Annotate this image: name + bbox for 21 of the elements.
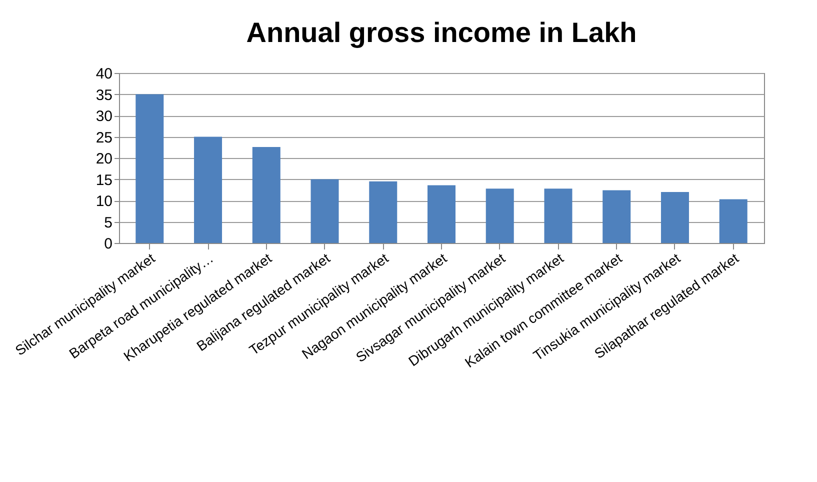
- bar: [602, 190, 631, 243]
- bar: [660, 192, 689, 243]
- chart-title: Annual gross income in Lakh: [246, 17, 637, 48]
- y-tick-label: 10: [96, 193, 112, 210]
- y-tick-label: 15: [96, 172, 112, 189]
- bar: [719, 199, 748, 243]
- bar: [136, 94, 164, 243]
- y-tick-label: 35: [96, 86, 112, 104]
- y-tick-label: 5: [104, 214, 112, 232]
- bar: [544, 188, 572, 243]
- y-tick-label: 0: [104, 236, 112, 252]
- bar: [194, 136, 222, 243]
- y-tick-label: 30: [96, 108, 112, 125]
- bar: [428, 185, 456, 243]
- y-tick-label: 40: [96, 66, 112, 82]
- bar: [252, 146, 280, 243]
- y-tick-label: 20: [96, 150, 112, 168]
- bar: [486, 188, 514, 243]
- bar: [310, 179, 339, 243]
- y-tick-label: 25: [96, 129, 112, 146]
- bar: [369, 181, 398, 243]
